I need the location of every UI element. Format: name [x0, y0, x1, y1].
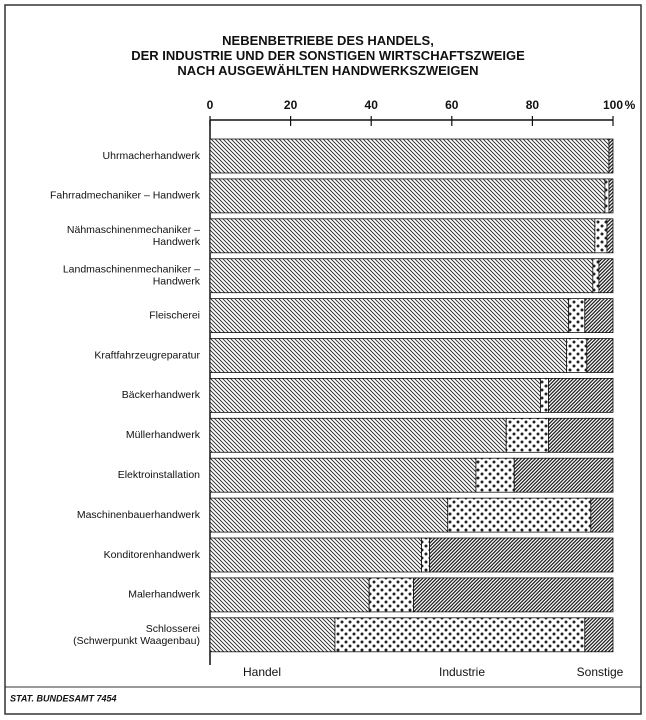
category-label: Uhrmacherhandwerk [103, 150, 201, 162]
bar-segment [604, 178, 610, 214]
category-label: Kraftfahrzeugreparatur [94, 349, 200, 361]
category-label: Schlosserei (Schwerpunkt Waagenbau) [73, 623, 200, 647]
bar-segment [209, 417, 507, 453]
bar-segment [209, 577, 370, 613]
bar-segment [568, 298, 586, 334]
bar-segment [513, 457, 614, 493]
bar-segment [209, 457, 477, 493]
chart-title: NEBENBETRIEBE DES HANDELS, DER INDUSTRIE … [131, 33, 525, 78]
bar-segment [475, 457, 515, 493]
x-tick-label: 20 [284, 98, 298, 112]
bar-segment [421, 537, 431, 573]
frame [4, 4, 642, 715]
bar-segment [209, 338, 568, 373]
x-tick-label: 80 [526, 98, 540, 112]
legend-label: Sonstige [577, 665, 624, 679]
bar-segment [209, 138, 610, 174]
category-label: Nähmaschinenmechaniker – Handwerk [67, 224, 201, 248]
x-tick-label: 0 [207, 98, 214, 112]
bar-segment [209, 617, 336, 653]
category-label: Bäckerhandwerk [122, 389, 201, 401]
bar-segment [566, 338, 588, 373]
category-label: Malerhandwerk [128, 589, 201, 601]
bar-segment [209, 178, 606, 214]
bar-segment [586, 338, 614, 373]
legend-label: Industrie [439, 665, 485, 679]
category-label: Fleischerei [149, 309, 200, 321]
x-tick-label: 60 [445, 98, 459, 112]
bar-segment [413, 577, 614, 613]
bar-segment [606, 218, 614, 254]
bar-segment [505, 417, 549, 453]
bar-segment [209, 298, 570, 334]
bar-segment [334, 617, 586, 653]
bar-segment [590, 497, 614, 533]
bar-segment [598, 258, 614, 294]
bar-segment [209, 537, 422, 573]
x-tick-label: 40 [365, 98, 379, 112]
bar-segment [429, 537, 614, 573]
bar-segment [592, 258, 600, 294]
category-label: Konditorenhandwerk [104, 549, 201, 561]
bar-segment [540, 377, 549, 413]
x-tick-label: 100 [603, 98, 623, 112]
bar-segment [209, 497, 449, 533]
category-label: Fahrradmechaniker – Handwerk [50, 190, 201, 202]
bar-segment [209, 218, 596, 254]
category-label: Maschinenbauerhandwerk [77, 509, 201, 521]
legend-label: Handel [243, 665, 281, 679]
bar-segment [584, 298, 614, 334]
bar-segment [594, 218, 608, 254]
bar-segment [447, 497, 592, 533]
source: STAT. BUNDESAMT 7454 [10, 693, 117, 703]
bar-segment [608, 178, 614, 214]
bar-segment [584, 617, 614, 653]
category-label: Müllerhandwerk [126, 429, 201, 441]
bar-segment [548, 377, 614, 413]
bar-segment [608, 138, 614, 174]
bar-segment [209, 377, 541, 413]
x-unit: % [625, 98, 636, 112]
bar-segment [368, 577, 414, 613]
category-label: Elektroinstallation [118, 469, 200, 481]
bar-segment [548, 417, 614, 453]
bar-segment [209, 258, 594, 294]
category-label: Landmaschinenmechaniker – Handwerk [63, 263, 201, 287]
